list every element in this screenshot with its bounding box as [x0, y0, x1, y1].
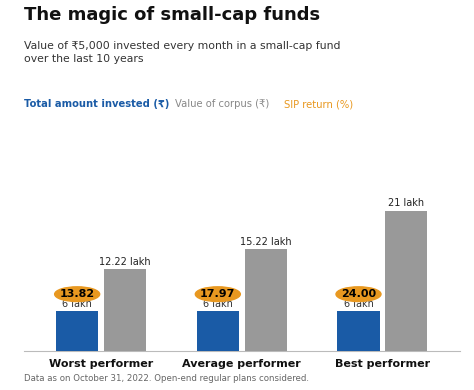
Text: 6 lakh: 6 lakh — [344, 299, 374, 309]
Text: 13.82: 13.82 — [60, 289, 95, 299]
Bar — [56, 311, 98, 351]
Text: 17.97: 17.97 — [200, 289, 236, 299]
Bar — [245, 249, 287, 351]
Text: 24.00: 24.00 — [341, 289, 376, 299]
Text: 6 lakh: 6 lakh — [203, 299, 233, 309]
Bar — [385, 211, 428, 351]
Text: The magic of small-cap funds: The magic of small-cap funds — [24, 6, 320, 24]
Bar — [337, 311, 380, 351]
Text: Total amount invested (₹): Total amount invested (₹) — [24, 99, 169, 110]
Text: 15.22 lakh: 15.22 lakh — [240, 237, 292, 246]
Text: 21 lakh: 21 lakh — [388, 198, 424, 208]
Text: 12.22 lakh: 12.22 lakh — [99, 257, 151, 267]
Text: Value of ₹5,000 invested every month in a small-cap fund
over the last 10 years: Value of ₹5,000 invested every month in … — [24, 41, 340, 64]
Ellipse shape — [55, 287, 100, 301]
Text: 6 lakh: 6 lakh — [62, 299, 92, 309]
Text: Value of corpus (₹): Value of corpus (₹) — [175, 99, 270, 110]
Bar — [197, 311, 239, 351]
Ellipse shape — [195, 287, 240, 301]
Text: Data as on October 31, 2022. Open-end regular plans considered.: Data as on October 31, 2022. Open-end re… — [24, 374, 309, 383]
Bar — [104, 269, 146, 351]
Ellipse shape — [336, 287, 381, 301]
Text: SIP return (%): SIP return (%) — [284, 99, 354, 110]
